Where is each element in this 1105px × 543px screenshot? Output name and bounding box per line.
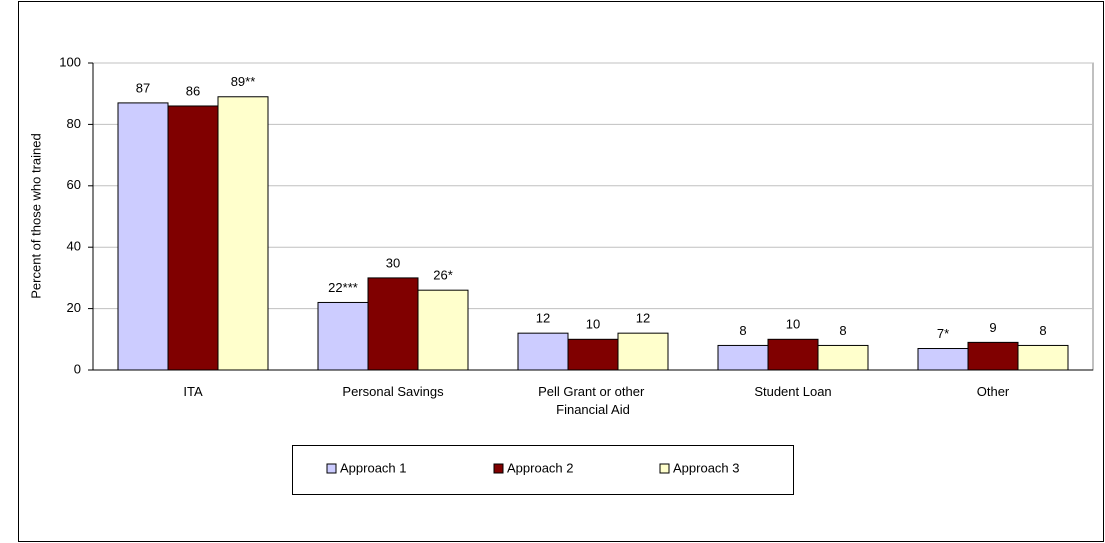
data-label: 89** xyxy=(231,74,256,89)
bar xyxy=(217,96,269,371)
bar xyxy=(967,341,1019,371)
bar xyxy=(717,344,769,371)
data-label: 10 xyxy=(786,317,800,332)
data-label: 12 xyxy=(636,311,650,326)
legend-box xyxy=(292,445,794,495)
bar xyxy=(317,301,369,371)
x-tick-label: ITA xyxy=(183,384,203,399)
data-label: 8 xyxy=(739,323,746,338)
y-tick-label: 20 xyxy=(67,300,81,315)
bar xyxy=(367,277,419,371)
y-axis-label: Percent of those who trained xyxy=(28,133,43,299)
y-tick-label: 100 xyxy=(59,54,81,69)
legend-swatch xyxy=(493,463,504,474)
y-tick-label: 80 xyxy=(67,116,81,131)
data-label: 8 xyxy=(839,323,846,338)
data-label: 12 xyxy=(536,311,550,326)
legend-swatch xyxy=(659,463,670,474)
bar xyxy=(517,332,569,371)
bar xyxy=(567,338,619,371)
bar xyxy=(767,338,819,371)
legend-swatch xyxy=(326,463,337,474)
bar xyxy=(1017,344,1069,371)
y-tick-label: 0 xyxy=(74,361,81,376)
y-tick-label: 40 xyxy=(67,239,81,254)
data-label: 87 xyxy=(136,80,150,95)
data-label: 7* xyxy=(937,326,949,341)
data-label: 9 xyxy=(989,320,996,335)
data-label: 8 xyxy=(1039,323,1046,338)
legend-label: Approach 3 xyxy=(673,460,740,475)
bar xyxy=(167,105,219,371)
x-tick-label: Other xyxy=(977,384,1010,399)
bar xyxy=(117,102,169,371)
x-tick-label: Personal Savings xyxy=(342,384,444,399)
x-tick-label: Pell Grant or other Financial Aid xyxy=(538,384,648,417)
bar xyxy=(917,348,969,371)
legend-label: Approach 2 xyxy=(507,460,574,475)
data-label: 86 xyxy=(186,83,200,98)
bar xyxy=(817,344,869,371)
data-label: 22*** xyxy=(328,280,358,295)
data-label: 26* xyxy=(433,268,453,283)
legend-label: Approach 1 xyxy=(340,460,407,475)
data-label: 30 xyxy=(386,255,400,270)
x-tick-label: Student Loan xyxy=(754,384,831,399)
bar xyxy=(617,332,669,371)
y-tick-label: 60 xyxy=(67,177,81,192)
data-label: 10 xyxy=(586,317,600,332)
bar xyxy=(417,289,469,371)
